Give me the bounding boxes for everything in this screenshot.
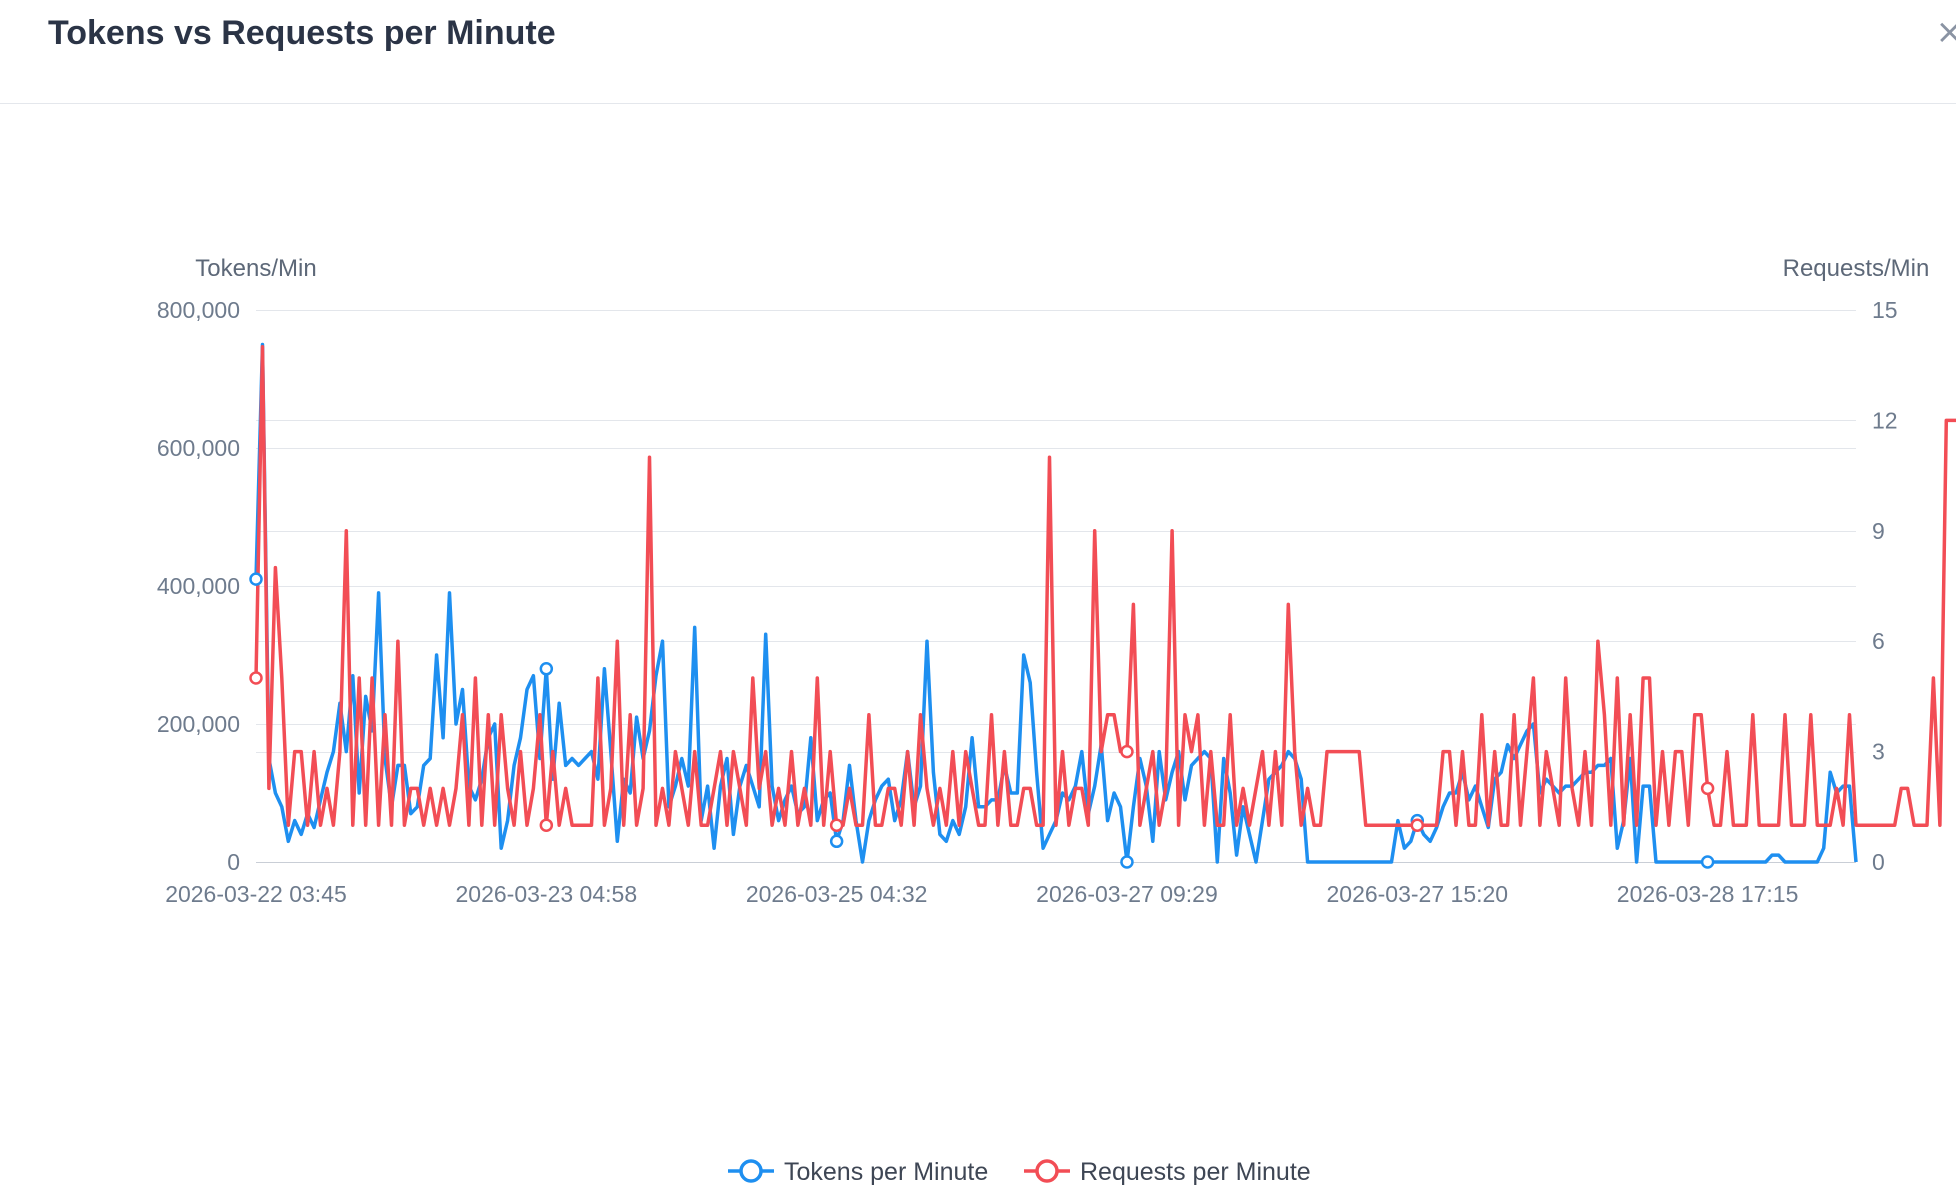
- tokens-data-point: [1120, 855, 1134, 869]
- left-axis-name: Tokens/Min: [195, 255, 316, 282]
- tokens-data-point: [249, 572, 263, 586]
- legend-item-tokens: Tokens per Minute: [728, 1158, 988, 1186]
- legend-marker: [739, 1159, 763, 1183]
- right-tick-label: 9: [1872, 518, 1885, 544]
- left-tick-label: 0: [227, 849, 240, 875]
- left-tick-label: 400,000: [157, 573, 240, 599]
- tokens-data-point: [1700, 855, 1715, 869]
- x-tick-label: 2026-03-27 15:20: [1326, 881, 1508, 907]
- right-tick-label: 12: [1872, 407, 1898, 433]
- legend-label: Tokens per Minute: [784, 1158, 988, 1186]
- legend-item-requests: Requests per Minute: [1024, 1158, 1311, 1186]
- right-tick-label: 0: [1872, 849, 1885, 875]
- x-tick-label: 2026-03-25 04:32: [746, 881, 928, 907]
- tokens-data-point: [829, 834, 844, 849]
- right-tick-label: 3: [1872, 739, 1885, 765]
- x-tick-label: 2026-03-23 04:58: [456, 881, 638, 907]
- requests-data-point: [1700, 781, 1715, 796]
- modal-header: Tokens vs Requests per Minute ×: [0, 0, 1956, 104]
- close-icon[interactable]: ×: [1935, 12, 1956, 52]
- left-tick-label: 600,000: [157, 435, 240, 461]
- requests-data-point: [1410, 818, 1425, 832]
- requests-data-point: [829, 818, 844, 832]
- legend-marker: [1035, 1159, 1059, 1183]
- modal-title: Tokens vs Requests per Minute: [48, 14, 556, 52]
- tokens-data-point: [539, 662, 554, 676]
- requests-data-point: [249, 671, 263, 685]
- right-tick-label: 6: [1872, 628, 1885, 654]
- x-tick-label: 2026-03-28 17:15: [1617, 881, 1799, 907]
- right-axis-name: Requests/Min: [1783, 255, 1930, 282]
- requests-data-point: [539, 818, 554, 832]
- right-tick-label: 15: [1872, 297, 1898, 323]
- left-tick-label: 800,000: [157, 297, 240, 323]
- x-tick-label: 2026-03-22 03:45: [165, 881, 347, 907]
- left-tick-label: 200,000: [157, 711, 240, 737]
- legend-label: Requests per Minute: [1080, 1158, 1311, 1186]
- x-tick-label: 2026-03-27 09:29: [1036, 881, 1218, 907]
- requests-data-point: [1120, 744, 1134, 759]
